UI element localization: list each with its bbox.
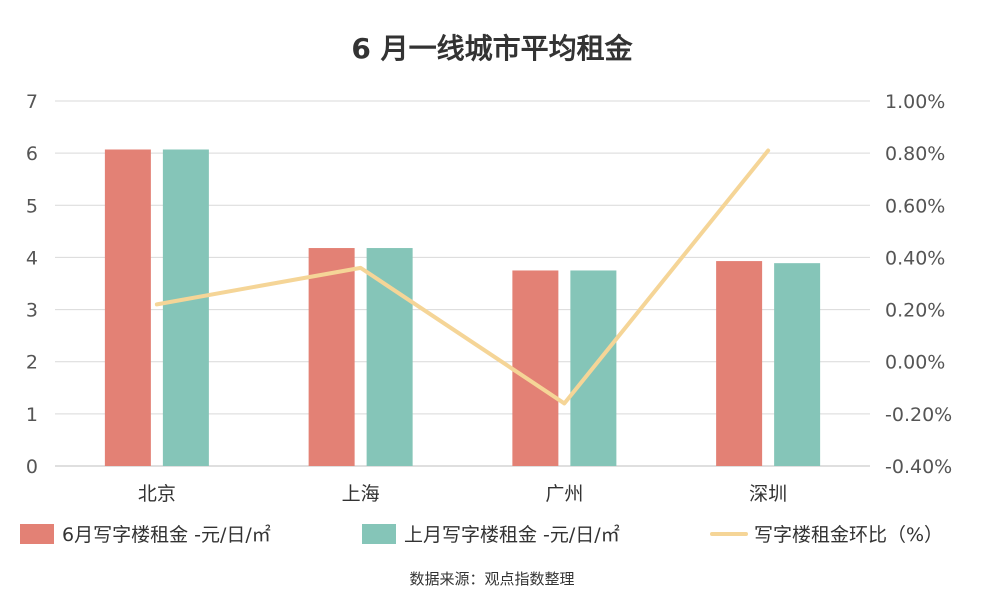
legend-label: 写字楼租金环比（%） — [754, 524, 943, 546]
chart-title: 6 月一线城市平均租金 — [351, 32, 633, 65]
right-tick-label: -0.40% — [885, 456, 952, 478]
line-point — [563, 402, 565, 404]
line-point — [156, 303, 158, 305]
right-tick-label: 0.20% — [885, 300, 945, 322]
right-tick-label: 0.60% — [885, 195, 945, 217]
right-tick-label: 0.80% — [885, 143, 945, 165]
left-tick-label: 4 — [26, 247, 38, 269]
category-label: 北京 — [138, 483, 176, 505]
line-point — [360, 267, 362, 269]
left-axis-ticks: 0 1 2 3 4 5 6 7 — [26, 91, 38, 478]
left-tick-label: 5 — [26, 195, 38, 217]
bar — [366, 248, 413, 466]
bar — [716, 261, 763, 466]
bar — [512, 270, 559, 466]
legend-swatch — [362, 524, 396, 544]
category-label: 上海 — [342, 483, 380, 505]
source-note: 数据来源：观点指数整理 — [409, 570, 574, 588]
bar — [774, 263, 821, 466]
legend-label: 上月写字楼租金 -元/日/㎡ — [404, 523, 620, 546]
right-tick-label: 1.00% — [885, 91, 945, 113]
category-label: 广州 — [545, 483, 583, 505]
right-tick-label: -0.20% — [885, 404, 952, 426]
right-tick-label: 0.00% — [885, 352, 945, 374]
bar — [104, 149, 151, 466]
bars — [104, 149, 821, 466]
left-tick-label: 7 — [26, 91, 38, 113]
legend: 6月写字楼租金 -元/日/㎡ 上月写字楼租金 -元/日/㎡ 写字楼租金环比（%） — [20, 523, 943, 546]
legend-label: 6月写字楼租金 -元/日/㎡ — [62, 523, 271, 546]
line-path — [154, 148, 771, 406]
right-tick-label: 0.40% — [885, 247, 945, 269]
left-tick-label: 3 — [26, 300, 38, 322]
right-axis-ticks: -0.40% -0.20% 0.00% 0.20% 0.40% 0.60% 0.80% 1.0… — [885, 91, 952, 478]
category-labels: 北京 上海 广州 深圳 — [138, 483, 787, 505]
bar — [308, 248, 355, 466]
bar — [162, 149, 209, 466]
line-series — [154, 148, 771, 406]
left-tick-label: 2 — [26, 352, 38, 374]
category-label: 深圳 — [749, 483, 787, 505]
left-tick-label: 0 — [26, 456, 38, 478]
left-tick-label: 1 — [26, 404, 38, 426]
left-tick-label: 6 — [26, 143, 38, 165]
line-point — [767, 150, 769, 152]
legend-swatch — [20, 524, 54, 544]
